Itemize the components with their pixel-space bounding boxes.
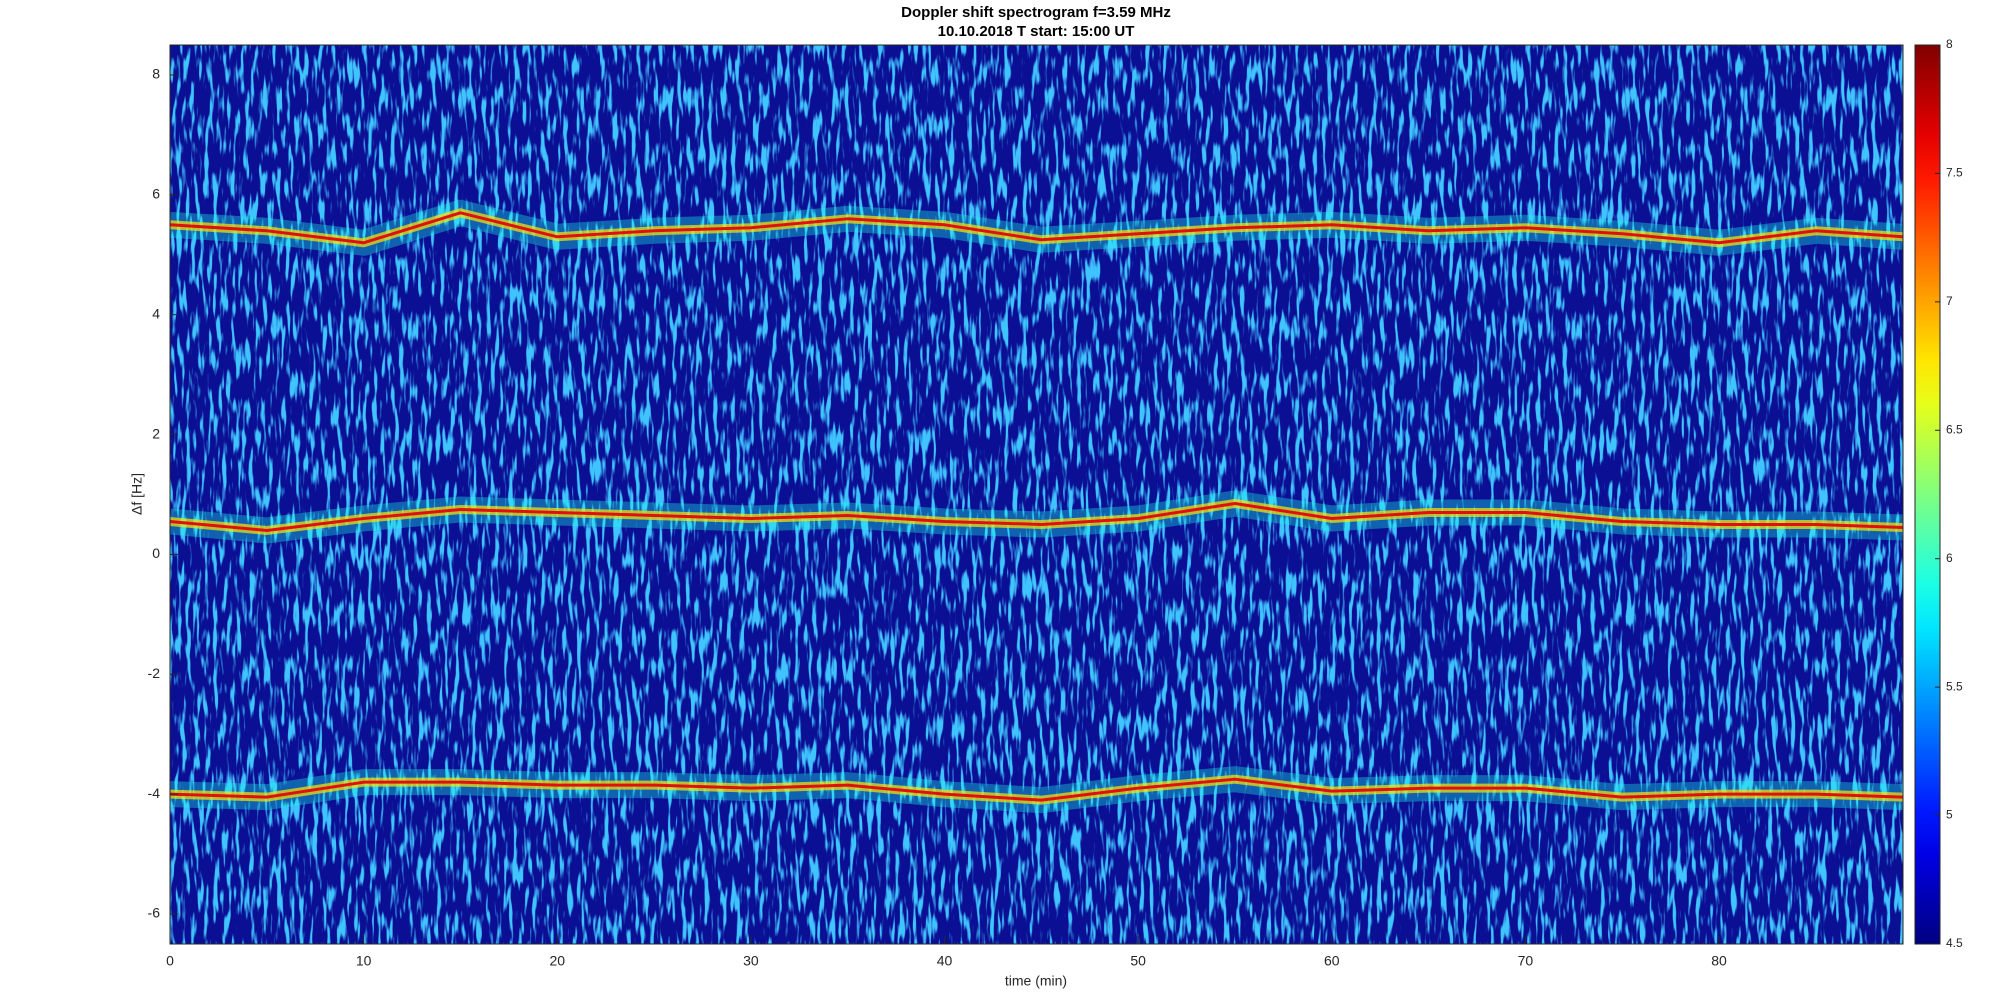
y-tick-label: -4 <box>148 785 161 801</box>
colorbar-tick-label: 7.5 <box>1946 166 1963 180</box>
colorbar <box>1914 44 1941 945</box>
y-tick-label: 0 <box>152 545 160 561</box>
x-tick-label: 20 <box>549 953 565 969</box>
x-tick-label: 0 <box>166 953 174 969</box>
trace <box>169 777 1904 802</box>
colorbar-tick-label: 4.5 <box>1946 936 1963 950</box>
y-tick-label: 8 <box>152 66 160 82</box>
x-tick-label: 80 <box>1711 953 1727 969</box>
x-tick-label: 40 <box>937 953 953 969</box>
x-tick-label: 70 <box>1518 953 1534 969</box>
colorbar-tick-label: 6 <box>1946 551 1953 565</box>
y-tick-label: 2 <box>152 425 160 441</box>
colorbar-tick-label: 5.5 <box>1946 679 1963 693</box>
colorbar-tick-label: 7 <box>1946 294 1953 308</box>
colorbar-tick-label: 8 <box>1946 37 1953 51</box>
y-tick-label: 4 <box>152 305 160 321</box>
x-tick-label: 50 <box>1130 953 1146 969</box>
colorbar-tick-label: 5 <box>1946 808 1953 822</box>
chart-title: Doppler shift spectrogram f=3.59 MHz <box>901 4 1171 21</box>
trace <box>169 501 1904 532</box>
trace <box>169 211 1904 245</box>
x-axis-label: time (min) <box>1005 973 1067 989</box>
colorbar-tick-label: 6.5 <box>1946 422 1963 436</box>
y-tick-label: 6 <box>152 186 160 202</box>
y-tick-label: -6 <box>148 905 161 921</box>
chart-subtitle: 10.10.2018 T start: 15:00 UT <box>938 23 1135 40</box>
plot-frame <box>169 44 1904 945</box>
x-tick-label: 10 <box>356 953 372 969</box>
y-tick-label: -2 <box>148 665 161 681</box>
y-axis-label: Δf [Hz] <box>129 473 145 515</box>
x-tick-label: 30 <box>743 953 759 969</box>
x-tick-label: 60 <box>1324 953 1340 969</box>
